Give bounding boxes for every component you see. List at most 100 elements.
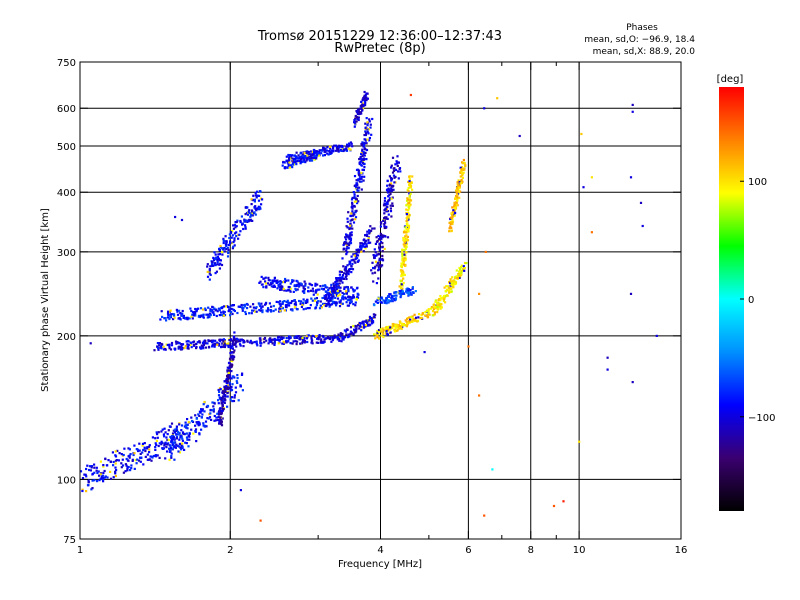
echo-point: [302, 301, 305, 304]
echo-point: [225, 305, 228, 308]
echo-point: [218, 247, 221, 250]
echo-point: [364, 245, 367, 248]
echo-point: [180, 312, 183, 315]
echo-point: [402, 243, 405, 246]
echo-point: [423, 351, 426, 354]
echo-point: [354, 301, 357, 304]
echo-point: [315, 289, 318, 292]
echo-point: [268, 339, 271, 342]
echo-point: [371, 227, 374, 230]
echo-point: [164, 347, 167, 351]
echo-point: [491, 468, 494, 471]
echo-point: [356, 249, 359, 252]
echo-point: [366, 124, 369, 127]
echo-point: [103, 476, 106, 479]
echo-point: [365, 319, 368, 322]
echo-point: [102, 465, 105, 468]
echo-point: [229, 241, 232, 244]
echo-point: [204, 308, 207, 312]
echo-point: [436, 305, 439, 308]
echo-point: [215, 270, 218, 273]
echo-point: [458, 189, 461, 192]
echo-point: [232, 224, 235, 227]
echo-point: [214, 339, 217, 342]
echo-point: [264, 302, 267, 305]
echo-point: [214, 419, 218, 422]
echo-point: [318, 149, 321, 152]
echo-point: [186, 427, 189, 430]
echo-point: [288, 154, 291, 157]
echo-point: [211, 260, 214, 264]
echo-point: [311, 287, 314, 290]
echo-point: [125, 457, 128, 461]
echo-point: [266, 310, 269, 313]
echo-point: [375, 264, 378, 267]
echo-point: [202, 313, 205, 316]
echo-point: [284, 279, 288, 282]
echo-point: [349, 237, 353, 240]
echo-point: [345, 301, 348, 304]
echo-point: [371, 261, 374, 264]
echo-point: [191, 313, 194, 316]
echo-point: [315, 150, 318, 153]
echo-point: [170, 452, 173, 455]
echo-point: [206, 342, 209, 345]
echo-point: [291, 157, 294, 160]
echo-point: [197, 420, 200, 424]
echo-point: [188, 317, 191, 320]
echo-point: [370, 229, 373, 232]
echo-point: [365, 148, 369, 152]
echo-point: [401, 248, 404, 251]
echo-point: [458, 266, 461, 270]
echo-point: [221, 390, 225, 393]
echo-point: [248, 211, 251, 215]
echo-point: [221, 253, 224, 256]
echo-point: [179, 434, 182, 438]
echo-point: [180, 424, 184, 427]
echo-point: [272, 309, 275, 313]
echo-point: [296, 340, 299, 343]
echo-point: [170, 344, 174, 347]
echo-point: [407, 230, 410, 233]
echo-point: [378, 235, 382, 238]
echo-point: [431, 314, 434, 317]
echo-point: [310, 159, 314, 162]
echo-point: [222, 237, 225, 240]
echo-point: [345, 277, 348, 281]
echo-point: [175, 427, 178, 430]
echo-point: [353, 254, 356, 257]
echo-point: [160, 440, 163, 443]
echo-point: [255, 306, 258, 309]
echo-point: [361, 141, 364, 144]
echo-point: [296, 280, 299, 283]
echo-point: [385, 202, 388, 205]
echo-point: [345, 292, 348, 295]
echo-point: [386, 179, 389, 182]
echo-point: [286, 166, 289, 169]
echo-point: [143, 442, 146, 445]
echo-point: [366, 121, 369, 124]
echo-point: [401, 251, 404, 254]
echo-point: [411, 317, 414, 320]
echo-point: [379, 232, 382, 235]
echo-point: [456, 196, 459, 199]
echo-point: [203, 410, 206, 413]
echo-point: [351, 210, 354, 213]
echo-point: [352, 191, 355, 194]
echo-point: [386, 210, 390, 213]
echo-point: [231, 340, 234, 343]
echo-point: [282, 287, 285, 290]
echo-point: [364, 94, 367, 98]
echo-point: [373, 333, 376, 336]
echo-point: [206, 263, 209, 266]
echo-point: [193, 312, 196, 315]
echo-point: [175, 443, 178, 446]
echo-point: [295, 284, 298, 287]
echo-point: [363, 325, 366, 328]
echo-point: [129, 453, 132, 456]
echo-point: [273, 342, 276, 345]
echo-point: [222, 408, 225, 411]
echo-point: [631, 110, 634, 113]
echo-point: [315, 297, 318, 300]
echo-point: [268, 302, 271, 305]
